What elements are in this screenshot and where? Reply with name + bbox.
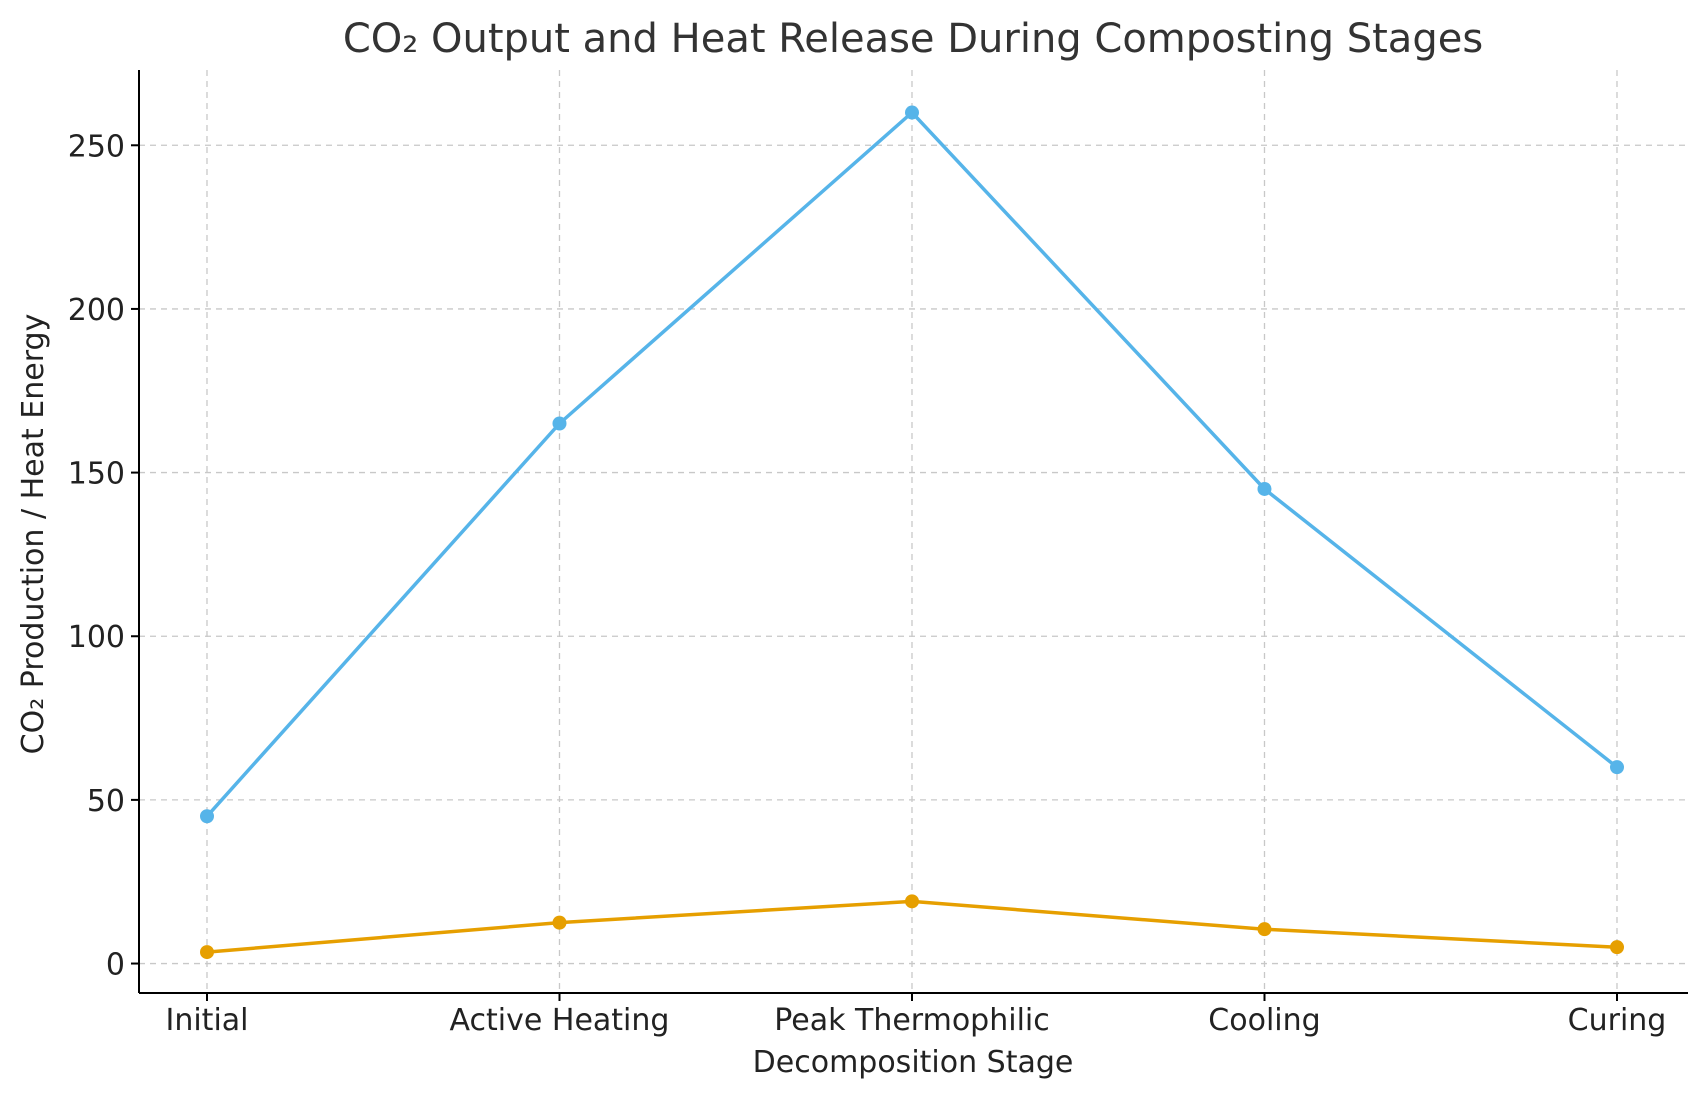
axes [138,70,1688,994]
series [200,105,1624,960]
data-point [1257,481,1272,496]
data-point [200,945,214,960]
y-tick-label: 50 [87,784,125,819]
data-point [552,416,567,431]
ticks: 0 50 100 150 200 250 Initial Active Heating Peak… [68,129,1667,1038]
data-point [905,894,919,909]
y-tick-label: 200 [68,293,125,328]
data-point [1257,922,1272,937]
y-tick-label: 0 [106,948,125,983]
x-tick-label: Curing [1568,1003,1667,1038]
y-axis-label: CO₂ Production / Heat Energy [16,314,51,755]
grid [139,70,1688,993]
data-point [1610,940,1624,955]
y-tick-label: 250 [68,129,125,164]
data-point [905,105,919,120]
x-tick-label: Peak Thermophilic [774,1003,1050,1038]
x-tick-label: Cooling [1208,1003,1320,1038]
y-tick-label: 150 [68,457,125,492]
y-tick-label: 100 [68,620,125,655]
x-tick-label: Initial [165,1003,248,1038]
data-point [552,915,567,930]
chart-title: CO₂ Output and Heat Release During Compo… [343,16,1483,62]
x-tick-label: Active Heating [450,1003,670,1038]
data-point [1610,760,1624,775]
x-axis-label: Decomposition Stage [753,1045,1074,1080]
data-point [200,809,214,824]
